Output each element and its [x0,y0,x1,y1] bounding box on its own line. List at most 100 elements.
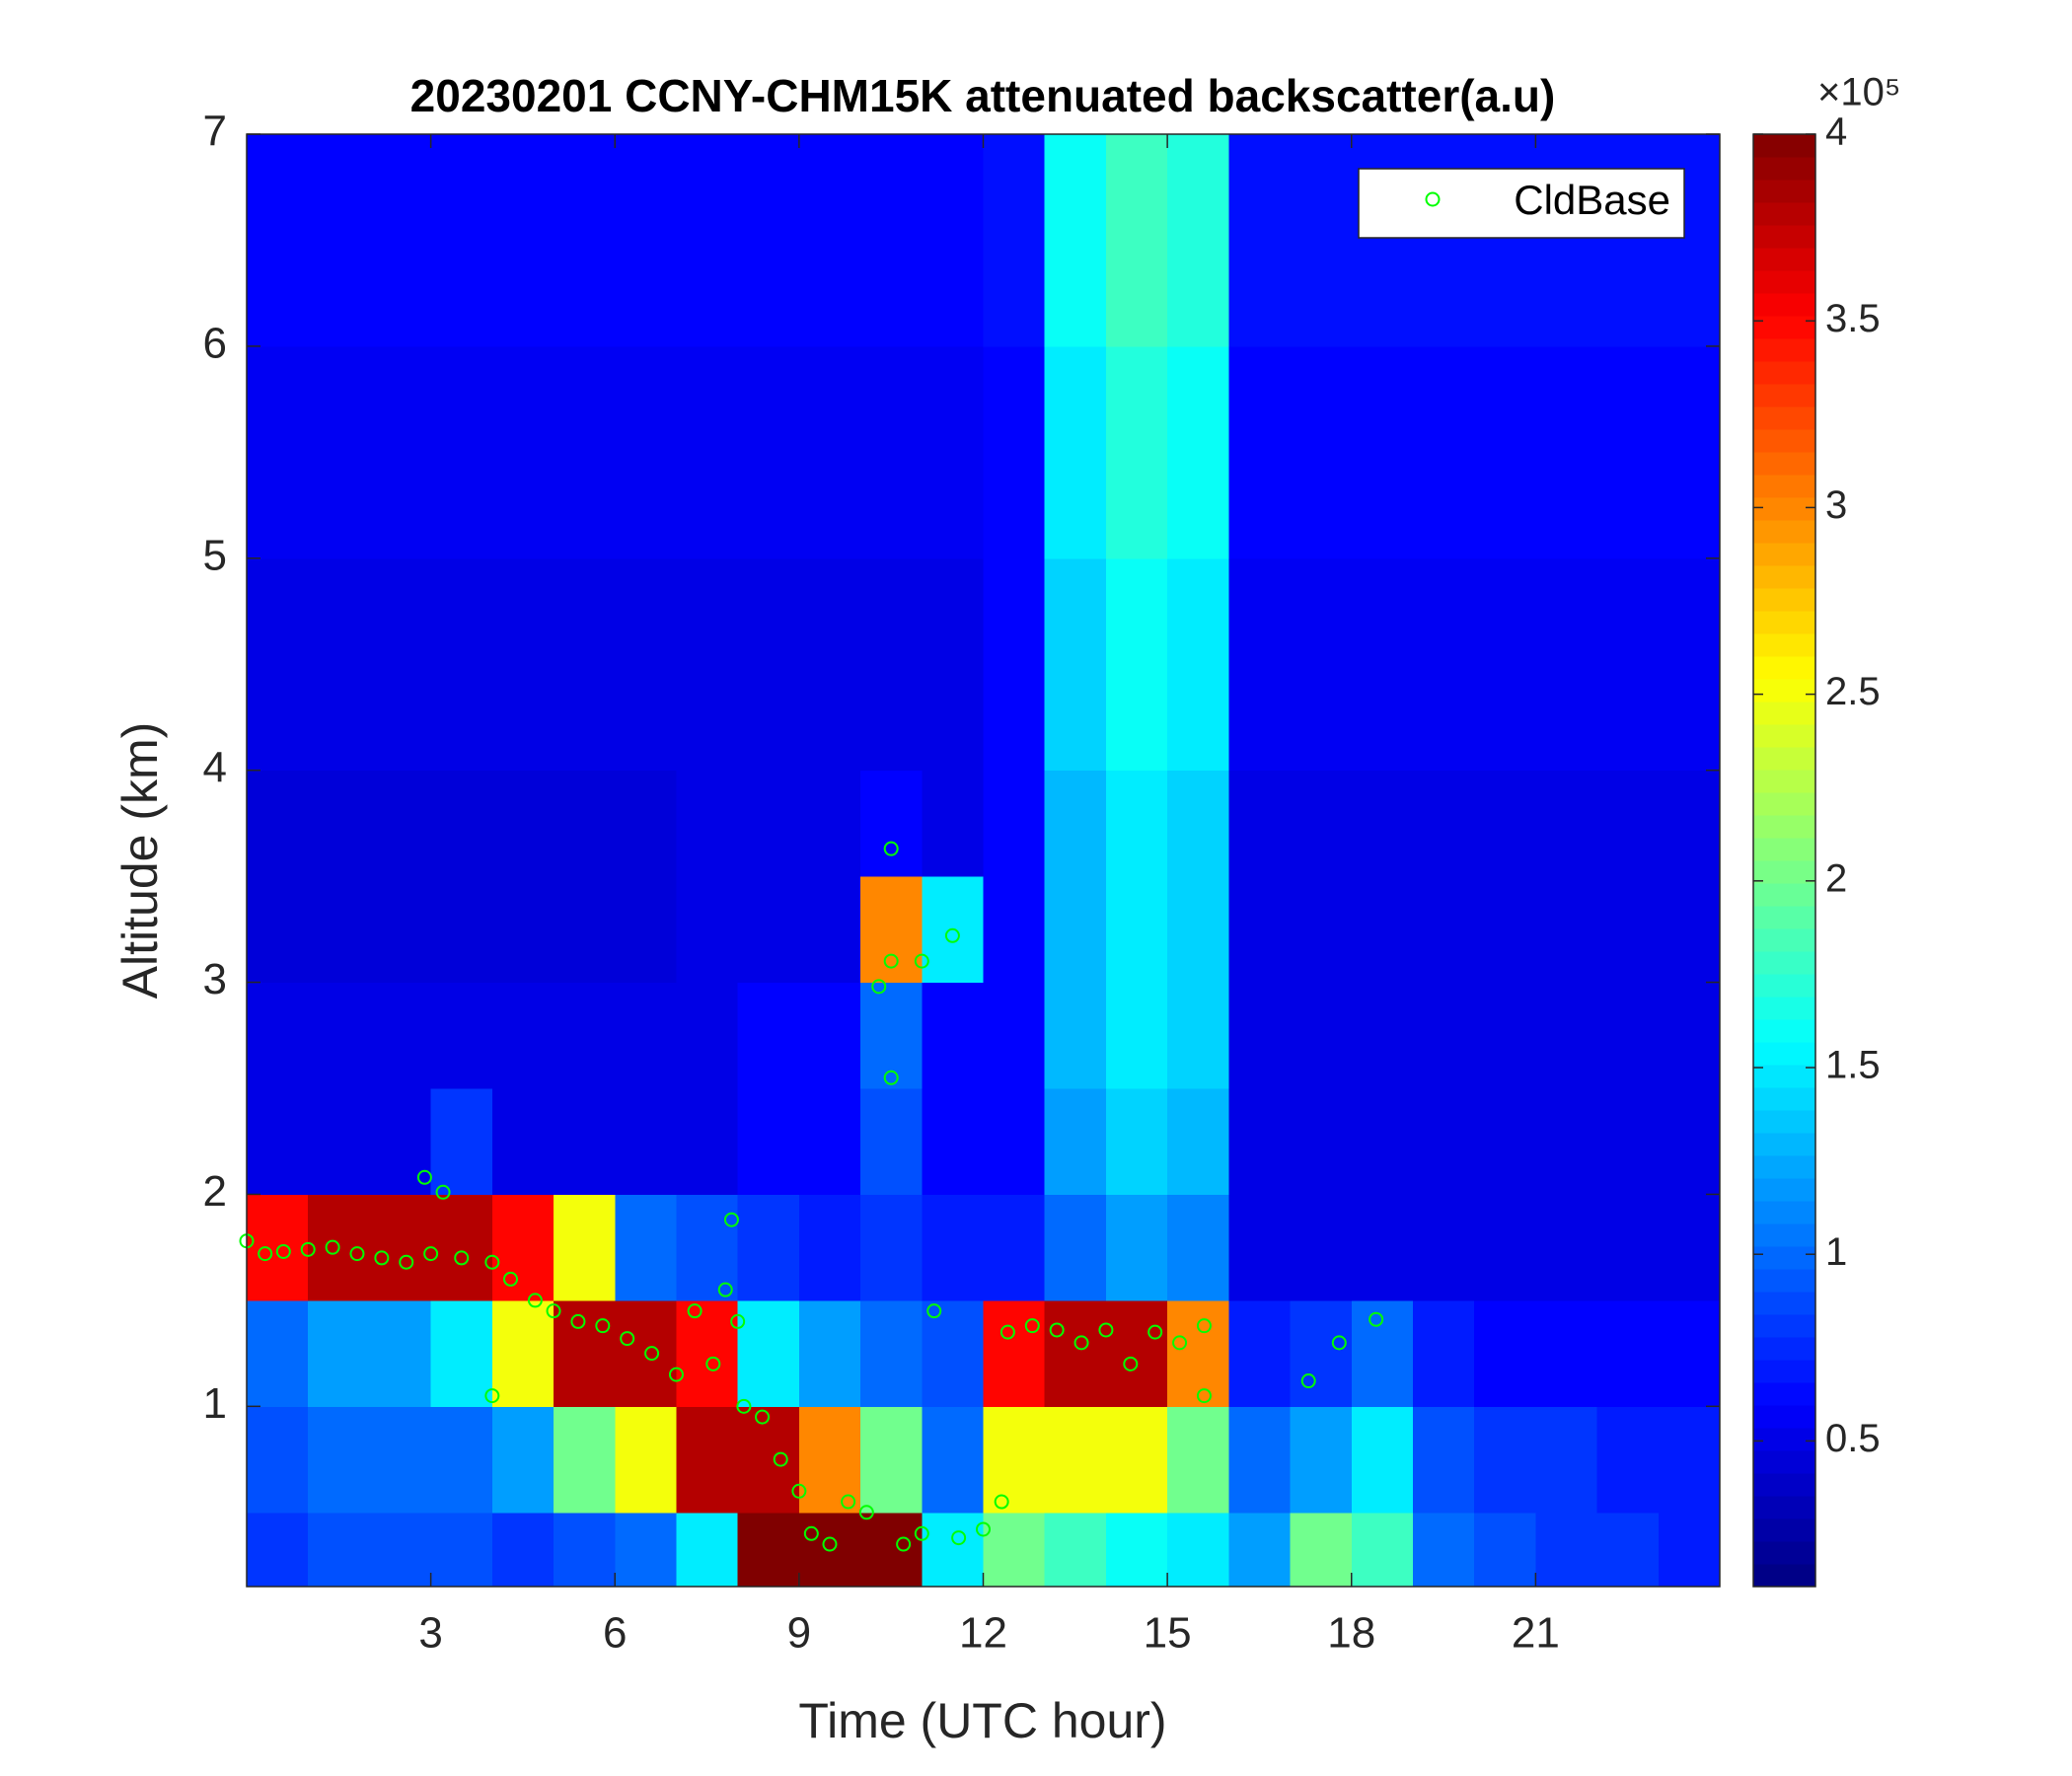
colorbar-tick-label: 1.5 [1825,1044,1881,1087]
heatmap-cell [247,557,309,772]
heatmap-cell [430,1088,493,1195]
heatmap-cell [369,1512,432,1588]
cloud-base-point [914,1525,929,1541]
heatmap-cell [1474,134,1536,347]
heatmap-cell [1351,876,1414,984]
heatmap-cell [615,1406,677,1514]
heatmap-cell [491,345,555,559]
heatmap-cell [1167,1299,1229,1407]
colorbar-swatch [1753,1518,1815,1542]
heatmap-cell [1658,770,1721,877]
heatmap-cell [1658,134,1721,347]
colorbar-swatch [1753,1360,1815,1383]
heatmap-cell [798,1194,861,1301]
heatmap-cell [308,1406,370,1514]
heatmap-cell [1596,345,1660,559]
heatmap-cell [1290,1512,1353,1588]
heatmap [247,134,1721,1588]
heatmap-cell [922,345,984,559]
heatmap-cell [1658,1194,1721,1301]
heatmap-cell [1535,876,1598,984]
heatmap-cell [430,557,493,772]
heatmap-cell [430,982,493,1089]
legend-box [1358,168,1685,239]
cloud-base-point [687,1303,703,1319]
colorbar-swatch [1753,860,1815,884]
heatmap-cell [308,345,370,559]
cloud-base-point [527,1293,543,1308]
cloud-base-point [1196,1318,1212,1334]
cloud-base-point [275,1243,291,1259]
heatmap-cell [1535,345,1598,559]
heatmap-cell [1351,770,1414,877]
heatmap-cell [369,1194,432,1301]
heatmap-cell [1044,345,1107,559]
heatmap-cell [615,876,677,984]
colorbar-swatch [1753,747,1815,771]
colorbar-swatch [1753,543,1815,566]
heatmap-cell [922,770,984,877]
heatmap-cell [737,1088,800,1195]
heatmap-cell [1105,982,1168,1089]
heatmap-cell [1290,1406,1353,1514]
heatmap-cell [676,345,739,559]
colorbar-swatch [1753,565,1815,589]
cloud-base-point [773,1451,788,1467]
colorbar-swatch [1753,1133,1815,1156]
colorbar-swatch [1753,724,1815,748]
heatmap-cell [737,770,800,877]
heatmap-cell [860,1406,923,1514]
heatmap-cell [922,1088,984,1195]
heatmap-cell [1228,1406,1292,1514]
heatmap-cell [1167,1512,1229,1588]
cloud-base-point [730,1313,746,1329]
heatmap-cell [1412,876,1475,984]
cloud-base-point [1369,1311,1384,1327]
cloud-base-point [883,953,899,969]
heatmap-cell [308,557,370,772]
heatmap-cell [798,345,861,559]
heatmap-cell [491,1512,555,1588]
heatmap-cell [676,770,739,877]
cloud-base-point [976,1521,991,1537]
y-tick-label: 7 [203,108,227,156]
heatmap-cell [491,1194,555,1301]
heatmap-cell [1658,1299,1721,1407]
heatmap-cell [1535,1194,1598,1301]
colorbar-swatch [1753,316,1815,339]
heatmap-cell [430,770,493,877]
colorbar-swatch [1753,951,1815,975]
heatmap-cell [1351,1406,1414,1514]
colorbar-tick-label: 0.5 [1825,1417,1881,1460]
heatmap-cell [491,557,555,772]
heatmap-cell [1290,1194,1353,1301]
heatmap-cell [983,134,1046,347]
heatmap-cell [922,1512,984,1588]
colorbar-swatch [1753,883,1815,907]
heatmap-cell [308,770,370,877]
heatmap-cell [798,557,861,772]
heatmap-cell [615,1194,677,1301]
heatmap-cell [798,982,861,1089]
heatmap-cell [1412,982,1475,1089]
heatmap-cell [1596,770,1660,877]
heatmap-cell [1167,1088,1229,1195]
cloud-base-point [399,1254,414,1270]
heatmap-cell [737,876,800,984]
cloud-base-point [871,979,887,995]
y-tick-label: 4 [203,743,227,791]
colorbar-tick-label: 2.5 [1825,670,1881,713]
cloud-base-point [374,1250,390,1266]
heatmap-cell [369,876,432,984]
heatmap-cell [430,1406,493,1514]
colorbar-swatch [1753,997,1815,1020]
cloud-base-point [416,1169,432,1185]
colorbar-exponent: ×10⁵ [1817,71,1900,114]
cloud-base-point [803,1525,819,1541]
heatmap-cell [308,982,370,1089]
heatmap-cell [1351,1088,1414,1195]
heatmap-cell [1412,1194,1475,1301]
heatmap-cell [676,1512,739,1588]
colorbar-swatch [1753,679,1815,703]
legend-marker [1425,191,1441,207]
